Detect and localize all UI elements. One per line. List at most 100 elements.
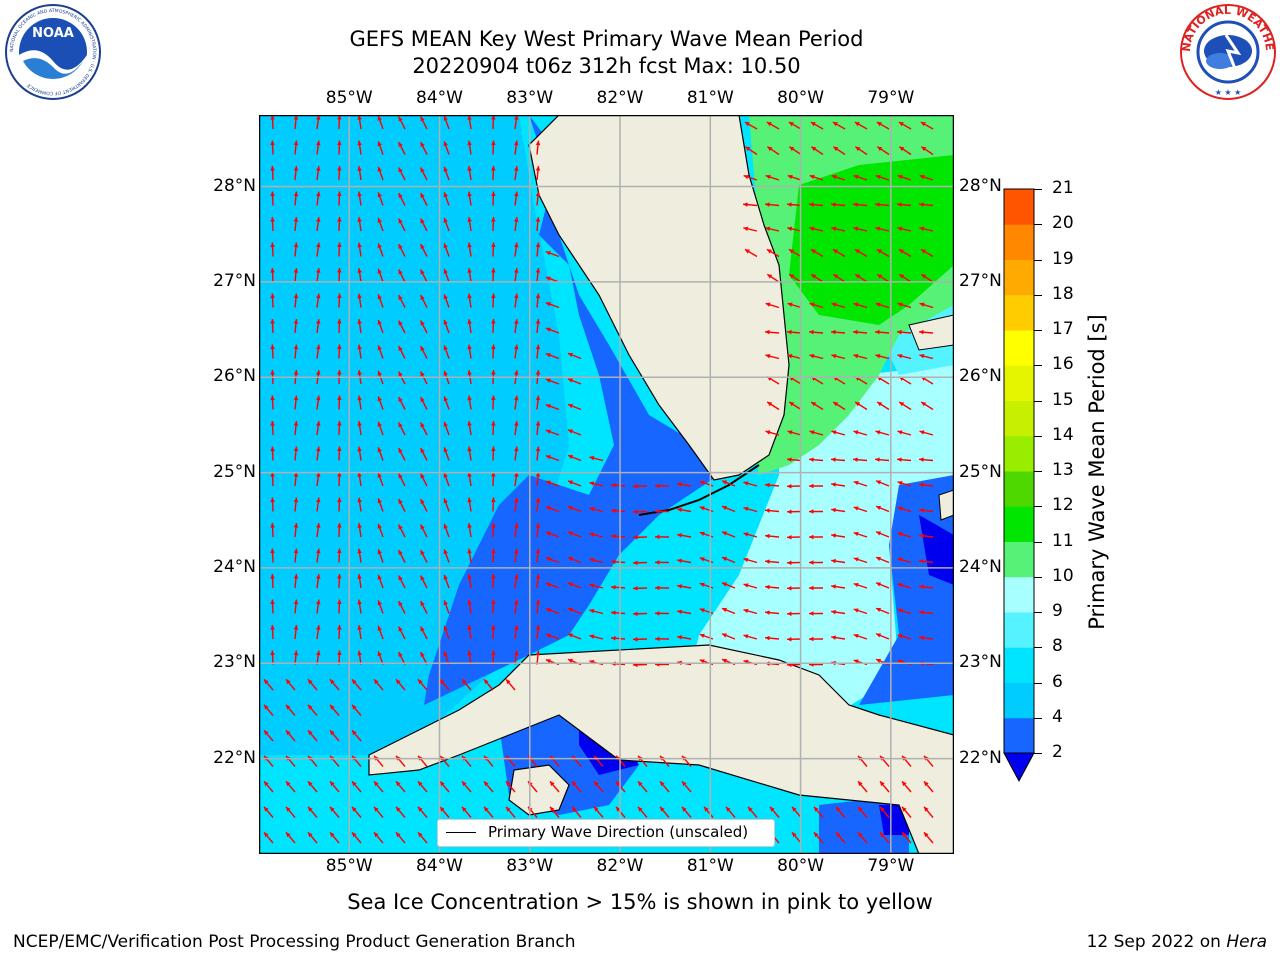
lon-tick-label: 85°W xyxy=(325,88,373,108)
wave-vector-head xyxy=(514,166,519,171)
lat-tick-label: 28°N xyxy=(213,175,256,196)
wave-vector-head xyxy=(655,560,660,565)
wave-vector-head xyxy=(293,140,299,146)
colorbar-segment xyxy=(1004,294,1034,331)
wave-vector-head xyxy=(677,635,682,640)
wave-vector-head xyxy=(655,585,660,591)
wave-vector-head xyxy=(677,558,682,564)
wave-vector-head xyxy=(765,329,770,335)
wave-vector-head xyxy=(611,610,616,616)
bahamas-andros xyxy=(938,489,954,521)
wave-vector-head xyxy=(293,446,299,452)
wave-vector-head xyxy=(743,202,748,207)
wave-vector-head xyxy=(467,523,472,528)
wave-vector-head xyxy=(897,608,903,613)
lon-tick-label: 83°W xyxy=(506,88,554,108)
wave-vector-head xyxy=(491,574,496,579)
wave-vector-head xyxy=(854,122,860,127)
wave-vector-head xyxy=(809,174,815,180)
wave-vector-head xyxy=(765,482,770,488)
wave-vector-head xyxy=(467,319,472,324)
wave-vector-head xyxy=(902,781,907,787)
wave-vector-head xyxy=(420,550,425,556)
wave-vector-head xyxy=(589,455,595,461)
wave-vector-head xyxy=(743,481,749,486)
wave-vector-head xyxy=(809,611,814,616)
wave-vector-head xyxy=(377,192,382,198)
wave-vector-head xyxy=(545,353,551,358)
wave-vector-head xyxy=(924,806,929,812)
wave-vector-head xyxy=(699,480,705,485)
wave-vector-head xyxy=(682,781,687,787)
wave-vector-head xyxy=(377,141,382,147)
wave-vector-head xyxy=(418,781,423,787)
wave-vector-head xyxy=(514,523,519,528)
wave-vector-head xyxy=(611,559,616,565)
wave-vector-head xyxy=(377,115,382,121)
wave-vector-head xyxy=(337,548,342,554)
wave-vector-head xyxy=(898,122,904,127)
wave-vector-head xyxy=(443,396,448,402)
wave-vector-head xyxy=(357,370,362,375)
wave-vector-head xyxy=(677,533,682,538)
wave-vector-head xyxy=(443,370,448,376)
wave-vector-head xyxy=(787,302,793,307)
wave-vector-head xyxy=(467,344,472,350)
map-subtitle: 20220904 t06z 312h fcst Max: 10.50 xyxy=(412,54,801,78)
wave-vector-head xyxy=(545,302,551,307)
wave-vector-head xyxy=(767,274,773,279)
colorbar-tick-mark xyxy=(1034,612,1042,613)
wave-vector-head xyxy=(491,472,496,477)
wave-vector-head xyxy=(897,430,903,435)
wave-vector-head xyxy=(396,679,401,685)
lat-tick-label: 22°N xyxy=(959,747,1002,768)
colorbar-tick-label: 17 xyxy=(1052,319,1074,339)
wave-vector-head xyxy=(443,166,448,172)
wave-vector-head xyxy=(880,806,885,812)
wave-vector-head xyxy=(898,249,904,254)
colorbar-tick-label: 9 xyxy=(1052,601,1063,621)
wave-vector-head xyxy=(765,353,771,359)
wave-vector-head xyxy=(655,636,660,642)
wave-vector-head xyxy=(809,202,814,207)
wave-vector-head xyxy=(467,599,472,605)
wave-vector-head xyxy=(377,600,382,606)
wave-vector-head xyxy=(337,574,342,579)
wave-vector-head xyxy=(743,557,749,563)
wave-vector-head xyxy=(467,421,472,426)
wave-vector-head xyxy=(810,249,816,254)
colorbar-tick-label: 4 xyxy=(1052,706,1063,727)
wave-vector-head xyxy=(270,650,275,656)
wave-vector-head xyxy=(855,274,861,279)
wave-vector-head xyxy=(567,352,573,358)
colorbar-tick-label: 16 xyxy=(1052,354,1074,375)
colorbar-tick-label: 2 xyxy=(1052,742,1063,762)
wave-vector-head xyxy=(316,574,321,579)
wave-vector-head xyxy=(352,781,357,787)
wave-vector-head xyxy=(811,274,817,279)
wave-vector-head xyxy=(330,730,335,736)
wave-vector-head xyxy=(876,122,882,127)
wave-vector-head xyxy=(809,353,815,359)
wave-vector-head xyxy=(467,395,472,401)
wave-vector-head xyxy=(270,625,275,630)
wave-vector-head xyxy=(792,806,797,812)
wave-vector-head xyxy=(398,601,403,607)
colorbar-tick-label: 10 xyxy=(1052,565,1074,586)
lon-tick-label: 82°W xyxy=(596,856,644,876)
wave-vector-head xyxy=(853,531,859,537)
wave-vector-head xyxy=(443,549,448,555)
wave-vector-head xyxy=(875,457,880,462)
wave-vector-head xyxy=(337,370,342,375)
wave-vector-head xyxy=(337,650,342,656)
noaa-logo-icon: NOAA NATIONAL OCEANIC AND ATMOSPHERIC AD… xyxy=(5,4,101,100)
wave-vector-head xyxy=(677,584,682,589)
wave-vector-head xyxy=(897,506,903,511)
wave-vector-head xyxy=(921,401,927,407)
wave-vector-head xyxy=(308,704,313,710)
wave-vector-head xyxy=(491,523,496,528)
wave-vector-head xyxy=(535,319,541,324)
wave-vector-head xyxy=(699,659,705,664)
wave-vector-head xyxy=(545,276,551,281)
wave-vector-head xyxy=(765,635,770,641)
